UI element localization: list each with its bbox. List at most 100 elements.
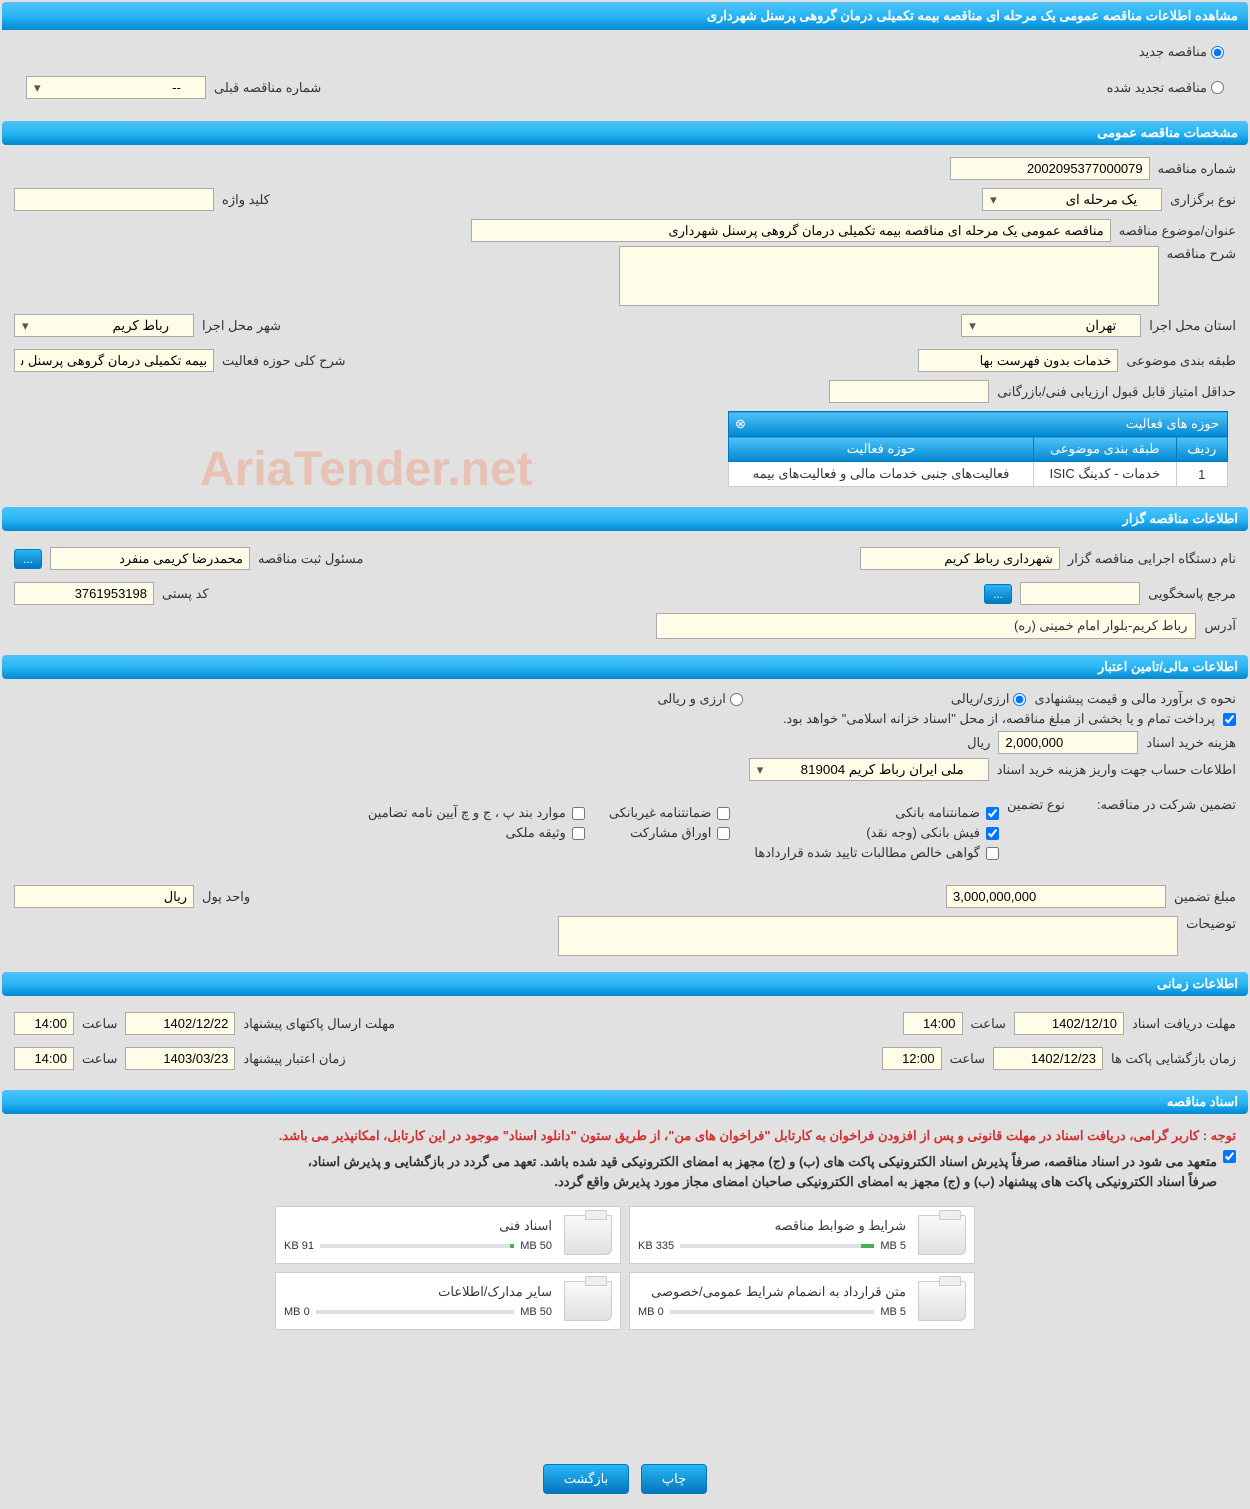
desc-textarea[interactable] xyxy=(619,246,1159,306)
col-category: طبقه بندی موضوعی xyxy=(1034,437,1176,462)
province-label: استان محل اجرا xyxy=(1149,318,1236,334)
radio-rial-local[interactable] xyxy=(1013,693,1026,706)
open-time[interactable] xyxy=(882,1047,942,1070)
docs-note1: متعهد می شود در اسناد مناقصه، صرفاً پذیر… xyxy=(308,1154,1217,1170)
manager-picker-button[interactable]: ... xyxy=(14,549,42,569)
cb-g4[interactable] xyxy=(986,827,999,840)
postal-input[interactable] xyxy=(14,582,154,605)
doc-cost-label: هزینه خرید اسناد xyxy=(1146,735,1236,751)
province-dropdown[interactable]: تهران xyxy=(961,314,1141,337)
treasury-checkbox[interactable] xyxy=(1223,713,1236,726)
doc-title-3: متن قرارداد به انضمام شرایط عمومی/خصوصی xyxy=(638,1284,906,1300)
keyword-label: کلید واژه xyxy=(222,192,270,208)
print-button[interactable]: چاپ xyxy=(641,1464,707,1494)
postal-label: کد پستی xyxy=(162,586,209,602)
radio-new-tender[interactable] xyxy=(1211,46,1224,59)
open-date[interactable] xyxy=(993,1047,1103,1070)
validity-label: زمان اعتبار پیشنهاد xyxy=(243,1051,345,1067)
section-financial: اطلاعات مالی/تامین اعتبار xyxy=(2,655,1248,679)
activity-desc-label: شرح کلی حوزه فعالیت xyxy=(222,353,346,369)
section-timing: اطلاعات زمانی xyxy=(2,972,1248,996)
doc-title-1: شرایط و ضوابط مناقصه xyxy=(638,1218,906,1234)
packet-send-date[interactable] xyxy=(125,1012,235,1035)
folder-icon xyxy=(564,1215,612,1255)
radio-renewed-label: مناقصه تجدید شده xyxy=(1107,80,1207,96)
notes-box[interactable] xyxy=(558,916,1178,956)
spacer xyxy=(0,1350,1250,1450)
cb-g5[interactable] xyxy=(717,827,730,840)
address-box[interactable]: رباط کریم-بلوار امام خمینی (ره) xyxy=(656,613,1196,639)
doc-receive-date[interactable] xyxy=(1014,1012,1124,1035)
open-label: زمان بازگشایی پاکت ها xyxy=(1111,1051,1236,1067)
ref-input[interactable] xyxy=(1020,582,1140,605)
radio-currency-rial-label: ارزی و ریالی xyxy=(657,691,726,707)
entity-label: نام دستگاه اجرایی مناقصه گزار xyxy=(1068,551,1236,567)
cell-category: خدمات - کدینگ ISIC xyxy=(1034,462,1176,487)
doc-box-other[interactable]: سایر مدارک/اطلاعات 50 MB 0 MB xyxy=(275,1272,621,1330)
cb-g7[interactable] xyxy=(986,847,999,860)
hold-type-dropdown[interactable]: یک مرحله ای xyxy=(982,188,1162,211)
doc-cost-input[interactable] xyxy=(998,731,1138,754)
radio-currency-rial[interactable] xyxy=(730,693,743,706)
ref-label: مرجع پاسخگویی xyxy=(1148,586,1236,602)
timing-content: مهلت دریافت اسناد ساعت مهلت ارسال پاکتها… xyxy=(2,996,1248,1086)
prev-number-dropdown[interactable]: -- xyxy=(26,76,206,99)
doc-receive-label: مهلت دریافت اسناد xyxy=(1132,1016,1236,1032)
doc-box-contract[interactable]: متن قرارداد به انضمام شرایط عمومی/خصوصی … xyxy=(629,1272,975,1330)
guarantee-checkboxes: ضمانتنامه بانکی ضمانتنامه غیربانکی موارد… xyxy=(368,805,999,861)
min-score-input[interactable] xyxy=(829,380,989,403)
docs-grid: شرایط و ضوابط مناقصه 5 MB 335 KB اسناد ف… xyxy=(275,1206,975,1330)
financial-content: نحوه ی برآورد مالی و قیمت پیشنهادی ارزی/… xyxy=(2,679,1248,968)
activity-desc-input[interactable] xyxy=(14,349,214,372)
currency-unit-input[interactable] xyxy=(14,885,194,908)
ref-picker-button[interactable]: ... xyxy=(984,584,1012,604)
cb-g3[interactable] xyxy=(572,807,585,820)
doc-box-technical[interactable]: اسناد فنی 50 MB 91 KB xyxy=(275,1206,621,1264)
validity-time[interactable] xyxy=(14,1047,74,1070)
entity-input[interactable] xyxy=(860,547,1060,570)
radio-renewed-tender[interactable] xyxy=(1211,81,1224,94)
activity-table-title: حوزه های فعالیت xyxy=(1126,416,1219,431)
table-row: 1 خدمات - کدینگ ISIC فعالیت‌های جنبی خدم… xyxy=(729,462,1228,487)
docs-commit-checkbox[interactable] xyxy=(1223,1150,1236,1163)
page-title-bar: مشاهده اطلاعات مناقصه عمومی یک مرحله ای … xyxy=(2,2,1248,30)
doc-title-2: اسناد فنی xyxy=(284,1218,552,1234)
keyword-input[interactable] xyxy=(14,188,214,211)
doc-title-4: سایر مدارک/اطلاعات xyxy=(284,1284,552,1300)
organizer-content: نام دستگاه اجرایی مناقصه گزار مسئول ثبت … xyxy=(2,531,1248,651)
section-general-specs: مشخصات مناقصه عمومی xyxy=(2,121,1248,145)
tender-no-label: شماره مناقصه xyxy=(1158,161,1236,177)
manager-input[interactable] xyxy=(50,547,250,570)
prev-number-label: شماره مناقصه قبلی xyxy=(214,80,321,96)
docs-note2: صرفاً اسناد الکترونیکی پاکت های پیشنهاد … xyxy=(308,1174,1217,1190)
radio-new-label: مناقصه جدید xyxy=(1139,44,1207,60)
packet-send-label: مهلت ارسال پاکتهای پیشنهاد xyxy=(243,1016,395,1032)
tender-type-area: مناقصه جدید مناقصه تجدید شده شماره مناقص… xyxy=(2,30,1248,117)
category-input[interactable] xyxy=(918,349,1118,372)
treasury-note: پرداخت تمام و یا بخشی از مبلغ مناقصه، از… xyxy=(783,711,1215,727)
deposit-account-dropdown[interactable]: ملی ایران رباط کریم 819004 xyxy=(749,758,989,781)
guarantee-amount-input[interactable] xyxy=(946,885,1166,908)
doc-box-conditions[interactable]: شرایط و ضوابط مناقصه 5 MB 335 KB xyxy=(629,1206,975,1264)
cb-g6[interactable] xyxy=(572,827,585,840)
estimate-method-label: نحوه ی برآورد مالی و قیمت پیشنهادی xyxy=(1034,691,1236,707)
packet-send-time[interactable] xyxy=(14,1012,74,1035)
tender-type-radios: مناقصه جدید xyxy=(14,38,1236,66)
tender-no-input[interactable] xyxy=(950,157,1150,180)
category-label: طبقه بندی موضوعی xyxy=(1126,353,1236,369)
cb-g2[interactable] xyxy=(717,807,730,820)
cb-g1[interactable] xyxy=(986,807,999,820)
col-activity: حوزه فعالیت xyxy=(729,437,1034,462)
cell-row-num: 1 xyxy=(1176,462,1227,487)
city-dropdown[interactable]: رباط کریم xyxy=(14,314,194,337)
docs-content: توجه : کاربر گرامی، دریافت اسناد در مهلت… xyxy=(2,1114,1248,1350)
general-specs-content: شماره مناقصه نوع برگزاری یک مرحله ای کلی… xyxy=(2,145,1248,503)
doc-receive-time[interactable] xyxy=(903,1012,963,1035)
subject-input[interactable] xyxy=(471,219,1111,242)
return-button[interactable]: بازگشت xyxy=(543,1464,629,1494)
validity-date[interactable] xyxy=(125,1047,235,1070)
close-icon[interactable]: ⊗ xyxy=(735,416,746,432)
guarantee-type-label: نوع تضمین xyxy=(1007,797,1065,813)
folder-icon xyxy=(918,1281,966,1321)
section-docs: اسناد مناقصه xyxy=(2,1090,1248,1114)
